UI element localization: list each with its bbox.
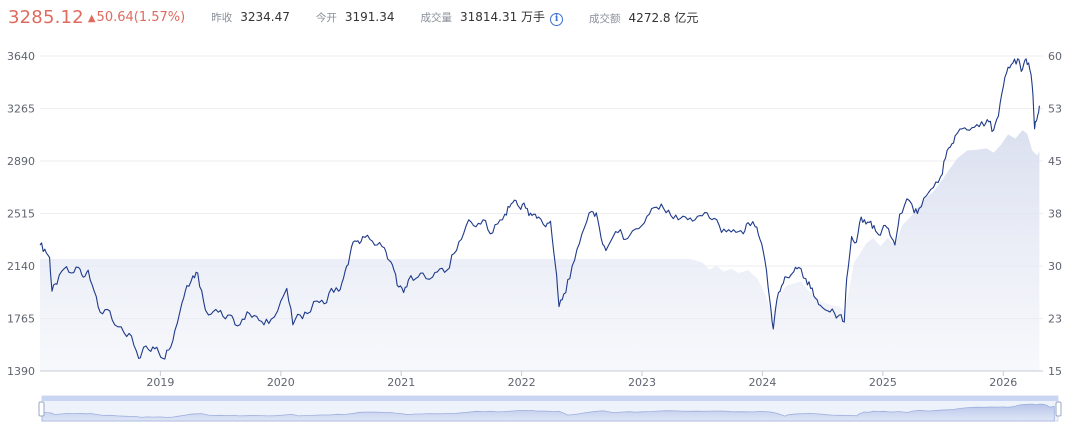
y-tick-left: 1765 [7,313,35,326]
index-line [39,58,1040,360]
stat-value: 3191.34 [344,9,395,24]
y-tick-right: 60 [1048,50,1062,63]
current-price: 3285.12 [8,6,84,28]
x-tick-label: 2025 [869,376,897,389]
y-tick-right: 15 [1048,365,1062,378]
price-change: ▲50.64(1.57%) [88,10,185,25]
x-tick-label: 2020 [267,376,295,389]
zoom-handle-left[interactable] [38,401,45,417]
y-tick-right: 53 [1048,103,1062,116]
stat-volume: 成交量 31814.31 万手 i [420,8,564,26]
info-icon[interactable]: i [550,13,564,26]
y-tick-left: 2890 [7,155,35,168]
stat-label: 今开 [315,11,337,24]
stat-value: 4272.8 亿元 [628,10,699,25]
x-tick-label: 2024 [748,376,776,389]
x-tick-label: 2022 [508,376,536,389]
up-arrow-icon: ▲ [87,12,96,24]
zoom-handle-right[interactable] [1055,401,1062,417]
y-tick-left: 3265 [7,103,35,116]
stat-open: 今开 3191.34 [316,10,395,25]
index-line-path [39,58,1040,360]
x-tick-label: 2021 [387,376,415,389]
stat-label: 成交额 [589,12,621,25]
stat-value: 3234.47 [240,9,290,24]
valuation-area [40,130,1040,371]
y-tick-left: 3640 [7,50,35,63]
y-tick-right: 23 [1048,313,1062,326]
stat-label: 昨收 [211,11,233,24]
x-tick-label: 2023 [628,376,656,389]
stat-value: 31814.31 万手 [459,10,546,24]
y-tick-right: 45 [1048,155,1062,168]
stat-prev-close: 昨收 3234.47 [211,10,290,25]
change-percent: (1.57%) [133,9,186,25]
stat-turnover: 成交额 4272.8 亿元 [589,9,698,26]
y-tick-left: 2140 [7,260,35,273]
y-tick-left: 2515 [7,208,35,221]
quote-header: 3285.12 ▲50.64(1.57%) 昨收 3234.47 今开 3191.3… [0,0,1080,34]
stat-label: 成交量 [420,12,452,24]
y-tick-right: 30 [1048,260,1062,273]
y-tick-right: 38 [1048,208,1062,221]
zoom-selection-bar [42,396,1058,401]
zoom-slider[interactable] [38,395,1062,422]
valuation-area-path [40,130,1040,371]
x-tick-label: 2019 [146,376,174,389]
y-tick-left: 1390 [7,365,35,378]
zoom-preview [41,403,1055,422]
change-value: 50.64 [96,9,134,25]
x-tick-label: 2026 [989,376,1017,389]
axes: 3640 60 3265 53 2890 45 2515 38 2140 30 1765 23 1390… [7,50,1062,389]
